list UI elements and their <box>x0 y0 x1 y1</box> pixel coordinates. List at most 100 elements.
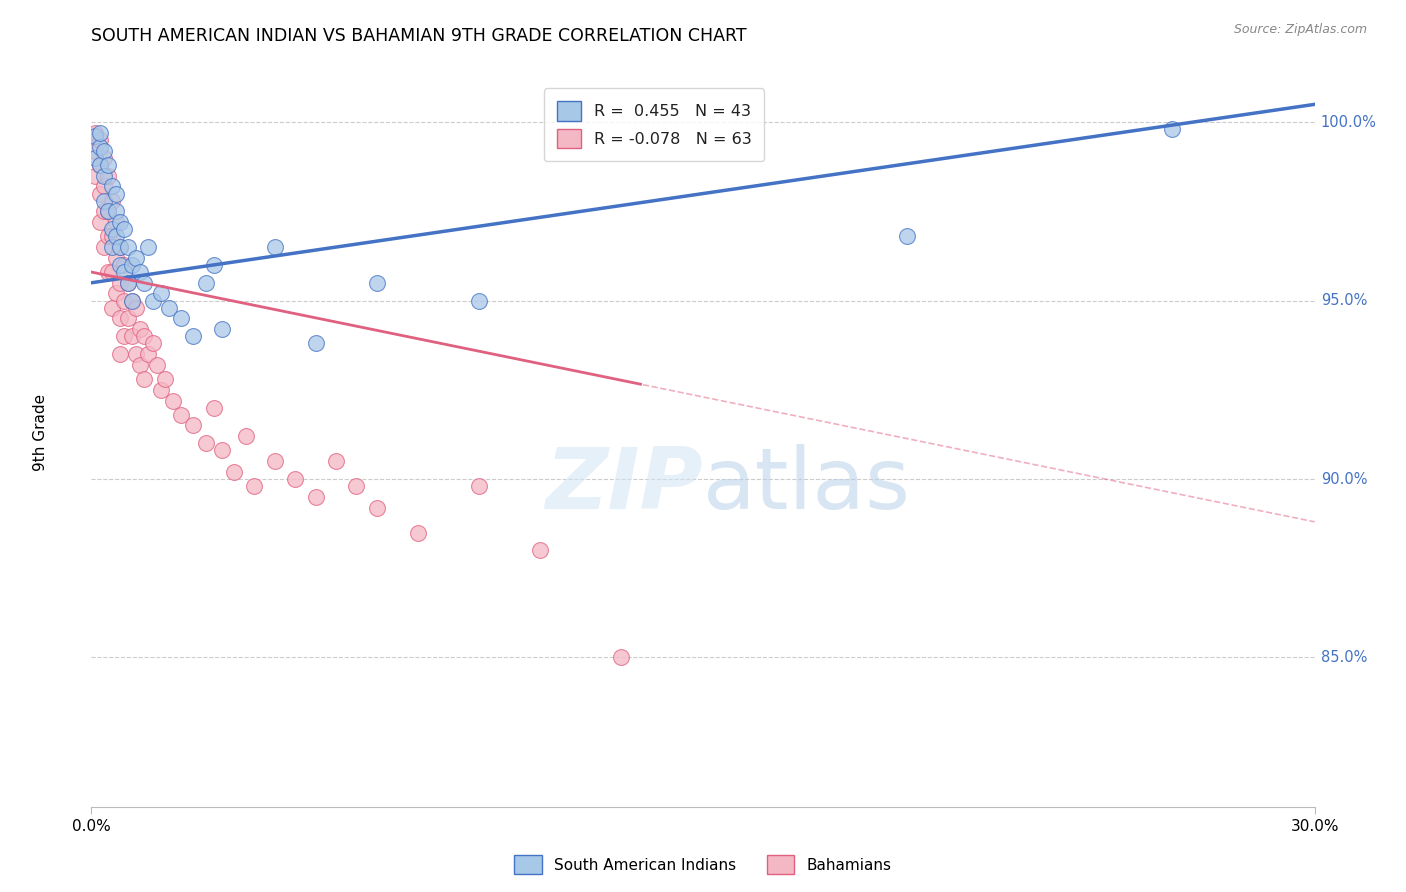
Point <box>112 265 135 279</box>
Point <box>108 215 131 229</box>
Point <box>467 293 491 308</box>
Point <box>112 222 135 236</box>
Point <box>129 358 152 372</box>
Point <box>108 258 131 272</box>
Point <box>101 265 124 279</box>
Point <box>202 401 225 415</box>
Point <box>406 525 429 540</box>
Point <box>211 322 233 336</box>
Point <box>141 336 163 351</box>
Point <box>366 500 388 515</box>
Point <box>149 286 172 301</box>
Point <box>112 258 135 272</box>
Point <box>134 329 156 343</box>
Point <box>194 276 217 290</box>
Point <box>97 158 120 172</box>
Point <box>153 372 176 386</box>
Point <box>108 347 131 361</box>
Text: 90.0%: 90.0% <box>1320 472 1367 486</box>
Text: ZIP: ZIP <box>546 443 703 526</box>
Point <box>93 144 115 158</box>
Point <box>125 251 148 265</box>
Point <box>89 158 111 172</box>
Point <box>235 429 257 443</box>
Point <box>101 240 124 254</box>
Legend: South American Indians, Bahamians: South American Indians, Bahamians <box>509 849 897 880</box>
Point <box>93 151 115 165</box>
Point <box>121 293 143 308</box>
Point <box>97 204 120 219</box>
Point <box>467 479 491 493</box>
Point <box>121 293 143 308</box>
Point <box>104 204 127 219</box>
Point <box>89 140 111 154</box>
Point <box>202 258 225 272</box>
Point <box>284 472 307 486</box>
Point <box>117 276 139 290</box>
Point <box>141 293 163 308</box>
Point <box>149 383 172 397</box>
Point <box>108 240 131 254</box>
Point <box>108 276 131 290</box>
Point <box>134 276 156 290</box>
Text: atlas: atlas <box>703 443 911 526</box>
Point <box>93 204 115 219</box>
Point <box>112 293 135 308</box>
Point <box>145 358 167 372</box>
Point <box>129 322 152 336</box>
Point <box>108 311 131 326</box>
Point <box>104 286 127 301</box>
Point <box>264 454 287 468</box>
Text: 9th Grade: 9th Grade <box>32 394 48 471</box>
Point <box>183 329 205 343</box>
Point <box>89 133 111 147</box>
Point <box>97 204 120 219</box>
Point <box>89 158 111 172</box>
Point <box>84 151 107 165</box>
Point <box>97 169 120 183</box>
Point <box>89 126 111 140</box>
Point <box>89 186 111 201</box>
Text: 100.0%: 100.0% <box>1320 115 1376 129</box>
Point <box>610 650 633 665</box>
Point <box>162 393 184 408</box>
Point <box>211 443 233 458</box>
Point <box>101 179 124 194</box>
Legend: R =  0.455   N = 43, R = -0.078   N = 63: R = 0.455 N = 43, R = -0.078 N = 63 <box>544 88 763 161</box>
Point <box>108 240 131 254</box>
Point <box>222 465 246 479</box>
Text: 95.0%: 95.0% <box>1320 293 1367 308</box>
Point <box>529 543 551 558</box>
Point <box>125 301 148 315</box>
Text: SOUTH AMERICAN INDIAN VS BAHAMIAN 9TH GRADE CORRELATION CHART: SOUTH AMERICAN INDIAN VS BAHAMIAN 9TH GR… <box>91 28 747 45</box>
Point <box>84 144 107 158</box>
Point <box>104 229 127 244</box>
Point <box>84 169 107 183</box>
Point <box>1161 122 1184 136</box>
Point <box>101 222 124 236</box>
Point <box>138 240 160 254</box>
Point <box>93 194 115 208</box>
Point <box>170 408 193 422</box>
Point <box>101 229 124 244</box>
Point <box>117 276 139 290</box>
Point <box>117 311 139 326</box>
Point <box>89 215 111 229</box>
Point <box>104 215 127 229</box>
Point <box>117 240 139 254</box>
Point <box>93 169 115 183</box>
Point <box>125 347 148 361</box>
Point <box>304 336 326 351</box>
Point <box>112 329 135 343</box>
Point <box>93 240 115 254</box>
Point <box>97 229 120 244</box>
Point <box>325 454 347 468</box>
Point <box>134 372 156 386</box>
Text: Source: ZipAtlas.com: Source: ZipAtlas.com <box>1233 23 1367 37</box>
Point <box>304 490 326 504</box>
Point <box>84 129 107 144</box>
Point <box>97 265 120 279</box>
Point <box>101 194 124 208</box>
Point <box>104 251 127 265</box>
Point <box>121 329 143 343</box>
